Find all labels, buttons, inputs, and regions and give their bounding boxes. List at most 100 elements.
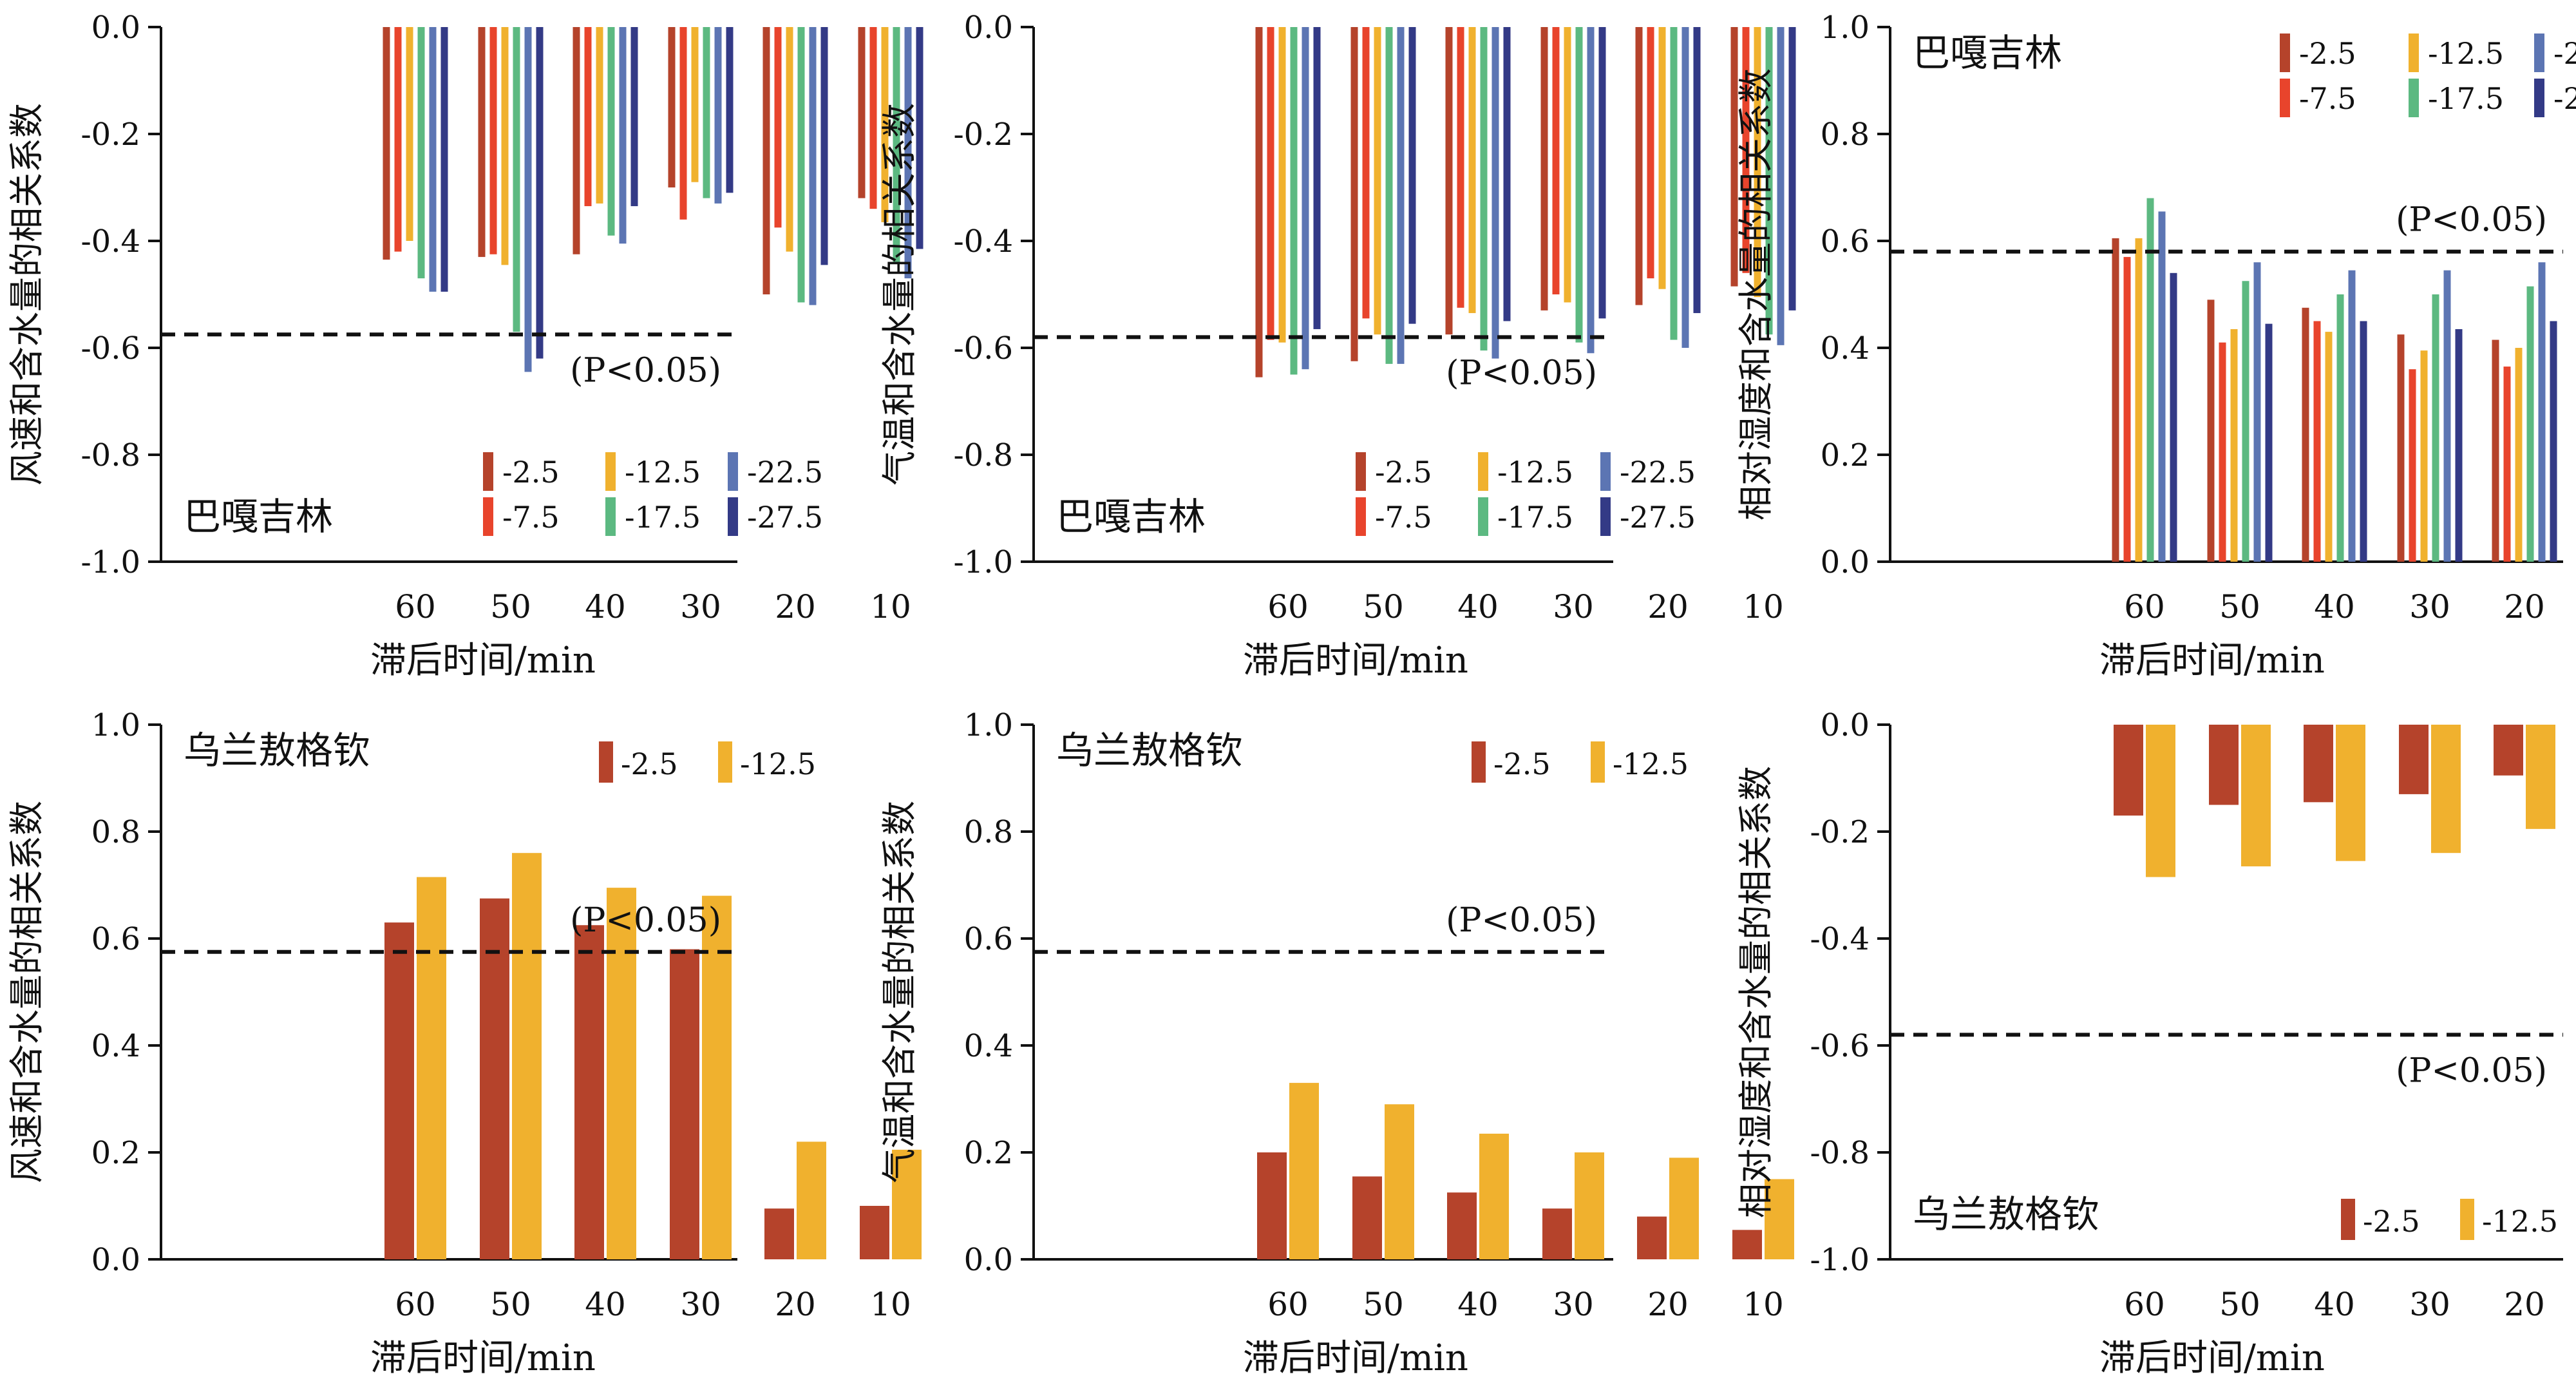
x-tick-label: 30 (680, 588, 721, 625)
bar--7.5-60 (1267, 27, 1274, 340)
bar--17.5-20 (2526, 286, 2534, 562)
bar--2.5-40 (2302, 307, 2309, 562)
site-label: 巴嘎吉林 (1913, 31, 2062, 75)
bar--12.5-60 (1278, 27, 1286, 343)
bar--22.5-30 (714, 27, 722, 204)
bar--22.5-60 (429, 27, 437, 292)
bar--12.5-50 (501, 27, 509, 265)
legend-swatch--2.5 (1356, 452, 1366, 491)
bar--7.5-10 (869, 27, 877, 209)
y-tick-label: -0.4 (80, 224, 140, 260)
legend-swatch--27.5 (728, 497, 738, 536)
bar--7.5-40 (584, 27, 592, 207)
site-label: 乌兰敖格钦 (184, 729, 370, 772)
legend-label: -27.5 (2553, 81, 2576, 116)
y-tick-label: -0.8 (1810, 1135, 1870, 1171)
bar--7.5-50 (1362, 27, 1370, 319)
bar--2.5-50 (1350, 27, 1358, 361)
bar--17.5-40 (2336, 294, 2344, 562)
x-tick-label: 50 (1363, 588, 1404, 625)
x-axis-title: 滞后时间/min (2099, 640, 2325, 682)
site-label: 乌兰敖格钦 (1913, 1192, 2099, 1236)
bar--7.5-20 (774, 27, 782, 228)
bar--12.5-40 (607, 888, 636, 1259)
y-tick-label: 0.8 (1821, 117, 1870, 153)
bar--17.5-50 (2242, 281, 2249, 562)
y-axis-title: 风速和含水量的相关系数 (6, 801, 47, 1183)
bar--27.5-20 (1693, 27, 1701, 314)
bar--27.5-60 (440, 27, 448, 292)
bar--12.5-20 (2526, 725, 2555, 829)
bar--12.5-40 (596, 27, 603, 204)
x-tick-label: 50 (1363, 1286, 1404, 1323)
bar--2.5-40 (573, 27, 580, 254)
chart-panel-4: 1.0 0.8 0.6 0.4 0.2 0.0 60 50 40 30 20 10 滞后时间/min 风速… (6, 707, 922, 1379)
significance-label: (P<0.05) (2396, 1051, 2547, 1090)
bar--12.5-30 (691, 27, 699, 182)
legend-swatch--17.5 (1478, 497, 1488, 536)
bar--22.5-10 (904, 27, 912, 279)
legend-swatch--17.5 (605, 497, 616, 536)
legend-label: -27.5 (747, 500, 823, 535)
legend-label: -12.5 (740, 747, 816, 781)
bar--12.5-10 (1754, 27, 1761, 298)
site-label: 巴嘎吉林 (1056, 495, 1206, 539)
legend-label: -12.5 (2428, 36, 2504, 71)
legend-swatch--2.5 (1472, 741, 1486, 783)
bar--2.5-30 (1540, 27, 1548, 310)
x-tick-label: 20 (775, 1286, 816, 1323)
x-tick-label: 20 (1647, 588, 1689, 625)
bar--22.5-50 (524, 27, 532, 372)
bar--2.5-30 (670, 949, 699, 1259)
x-tick-label: 10 (870, 1286, 911, 1323)
bar--12.5-30 (1575, 1152, 1604, 1259)
x-tick-label: 40 (2314, 588, 2355, 625)
bar--12.5-20 (1669, 1158, 1699, 1259)
bar--12.5-60 (406, 27, 413, 241)
bar--2.5-50 (480, 898, 509, 1259)
bar--17.5-40 (1480, 27, 1488, 351)
bar--22.5-40 (1492, 27, 1499, 359)
bar--22.5-20 (1681, 27, 1689, 348)
bar--2.5-20 (1637, 1216, 1667, 1259)
legend-label: -27.5 (1620, 500, 1696, 535)
legend-label: -22.5 (747, 455, 823, 490)
bar--27.5-30 (2455, 329, 2463, 562)
bar--12.5-20 (797, 1141, 826, 1259)
x-tick-label: 20 (1647, 1286, 1689, 1323)
bar--17.5-50 (1385, 27, 1393, 364)
legend-swatch--12.5 (1591, 741, 1605, 783)
legend-label: -22.5 (1620, 455, 1696, 490)
bar--2.5-60 (384, 922, 414, 1259)
legend-swatch--12.5 (605, 452, 616, 491)
bar--2.5-60 (2112, 238, 2119, 562)
y-tick-label: 0.4 (1821, 330, 1870, 367)
bar--2.5-10 (858, 27, 866, 198)
y-tick-label: -0.2 (953, 117, 1013, 153)
legend-label: -7.5 (1375, 500, 1432, 535)
bar--22.5-30 (2443, 270, 2451, 562)
bar--12.5-30 (2431, 725, 2461, 854)
bar--22.5-60 (2158, 211, 2166, 562)
x-tick-label: 60 (1267, 1286, 1309, 1323)
bar--22.5-30 (1587, 27, 1595, 354)
y-tick-label: -0.4 (953, 224, 1013, 260)
bar--2.5-30 (2397, 334, 2405, 562)
bar--12.5-20 (1658, 27, 1666, 289)
bar--2.5-20 (762, 27, 770, 294)
y-tick-label: -1.0 (80, 544, 140, 580)
legend-swatch--27.5 (2534, 79, 2544, 117)
y-tick-label: 0.2 (964, 1135, 1013, 1171)
legend-label: -12.5 (625, 455, 701, 490)
y-tick-label: 0.0 (1821, 544, 1870, 580)
bar--2.5-50 (1352, 1176, 1382, 1259)
significance-label: (P<0.05) (1446, 354, 1597, 392)
y-tick-label: 0.8 (964, 814, 1013, 850)
bar--27.5-60 (2170, 272, 2177, 562)
x-tick-label: 50 (490, 588, 531, 625)
y-tick-label: -1.0 (953, 544, 1013, 580)
bar--17.5-60 (2146, 198, 2154, 562)
y-tick-label: 0.2 (91, 1135, 140, 1171)
bar--7.5-40 (1457, 27, 1464, 308)
